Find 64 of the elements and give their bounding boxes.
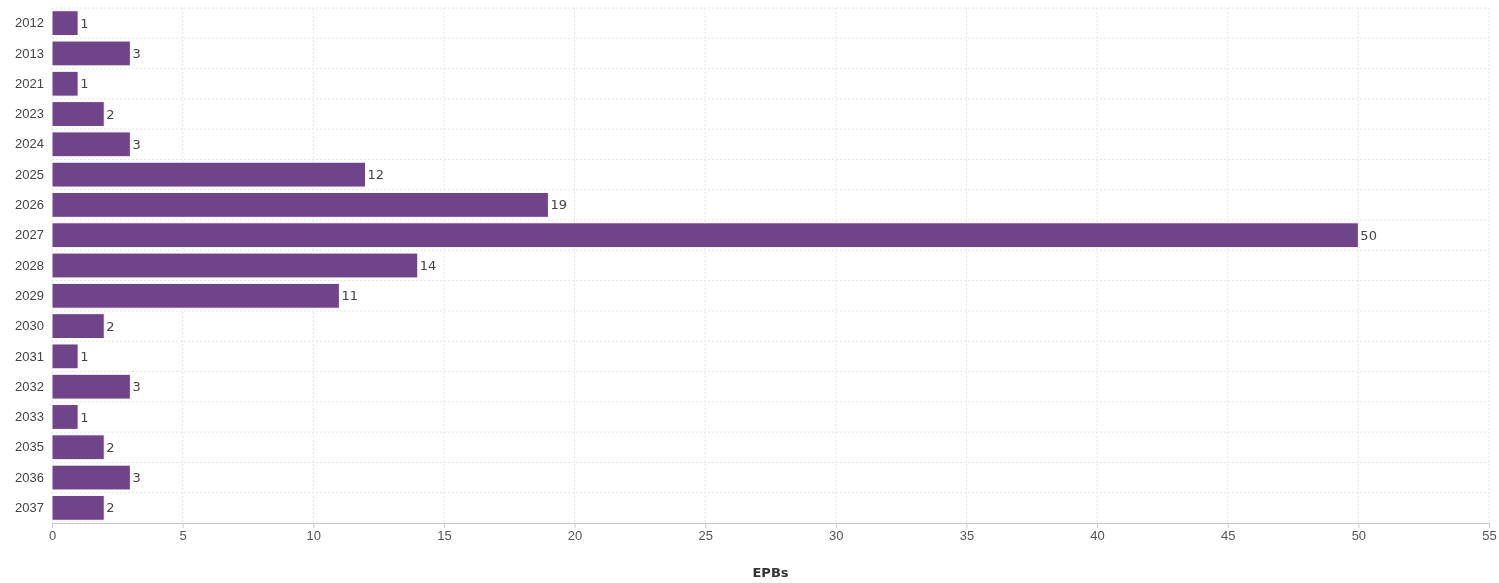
data-label: 2 xyxy=(106,439,115,455)
data-label: 1 xyxy=(80,409,89,425)
y-tick-label: 2030 xyxy=(15,318,44,334)
y-tick-label: 2027 xyxy=(15,227,44,243)
bar xyxy=(51,343,79,370)
bar xyxy=(51,313,105,340)
data-label: 50 xyxy=(1360,227,1377,243)
y-tick-label: 2023 xyxy=(15,106,44,122)
data-label: 1 xyxy=(80,348,89,364)
y-tick-label: 2033 xyxy=(15,409,44,425)
x-tick-label: 55 xyxy=(1482,528,1497,544)
data-label: 1 xyxy=(80,15,89,31)
x-tick-label: 15 xyxy=(437,528,452,544)
x-tick-label: 35 xyxy=(959,528,975,544)
bar xyxy=(51,252,419,279)
bar xyxy=(51,70,79,97)
y-tick-label: 2012 xyxy=(15,15,44,31)
bar xyxy=(51,282,340,309)
data-label: 3 xyxy=(132,45,141,61)
y-tick-label: 2025 xyxy=(15,166,44,182)
data-label: 2 xyxy=(106,106,115,122)
x-tick-label: 10 xyxy=(306,528,322,544)
data-label: 19 xyxy=(550,197,567,213)
bar xyxy=(51,101,105,127)
bar xyxy=(51,161,367,188)
y-tick-label: 2024 xyxy=(15,136,44,152)
x-tick-label: 5 xyxy=(179,528,187,544)
y-tick-label: 2028 xyxy=(15,257,44,273)
y-tick-label: 2037 xyxy=(15,500,44,516)
y-tick-label: 2036 xyxy=(15,469,44,485)
x-tick-label: 50 xyxy=(1351,528,1367,544)
y-tick-label: 2032 xyxy=(15,378,44,394)
data-label: 3 xyxy=(132,136,141,152)
bar xyxy=(51,404,79,430)
bar xyxy=(51,222,1359,249)
y-tick-label: 2021 xyxy=(15,75,44,91)
data-label: 3 xyxy=(132,379,141,395)
bar xyxy=(51,40,131,67)
bar xyxy=(51,373,131,400)
bar xyxy=(51,434,105,461)
y-tick-label: 2029 xyxy=(15,287,44,303)
data-label: 3 xyxy=(132,470,141,486)
x-tick-label: 0 xyxy=(48,528,57,544)
y-tick-label: 2026 xyxy=(15,197,44,213)
x-tick-label: 30 xyxy=(829,528,844,544)
y-tick-label: 2035 xyxy=(15,439,44,455)
bar xyxy=(51,494,105,521)
x-axis-title: EPBs xyxy=(752,565,789,580)
x-tick-label: 25 xyxy=(698,528,713,544)
data-label: 11 xyxy=(341,288,358,304)
x-tick-label: 40 xyxy=(1090,528,1105,544)
bar xyxy=(51,10,79,37)
x-tick-label: 20 xyxy=(567,528,583,544)
data-label: 2 xyxy=(106,500,115,516)
data-label: 12 xyxy=(367,167,385,183)
data-label: 1 xyxy=(80,76,89,92)
x-tick-label: 45 xyxy=(1220,528,1236,544)
bar xyxy=(51,191,549,218)
data-label: 2 xyxy=(106,318,115,334)
data-label: 14 xyxy=(419,258,437,274)
bar xyxy=(51,464,131,491)
y-tick-label: 2031 xyxy=(15,348,44,364)
y-tick-label: 2013 xyxy=(15,45,44,61)
bar xyxy=(51,131,131,158)
